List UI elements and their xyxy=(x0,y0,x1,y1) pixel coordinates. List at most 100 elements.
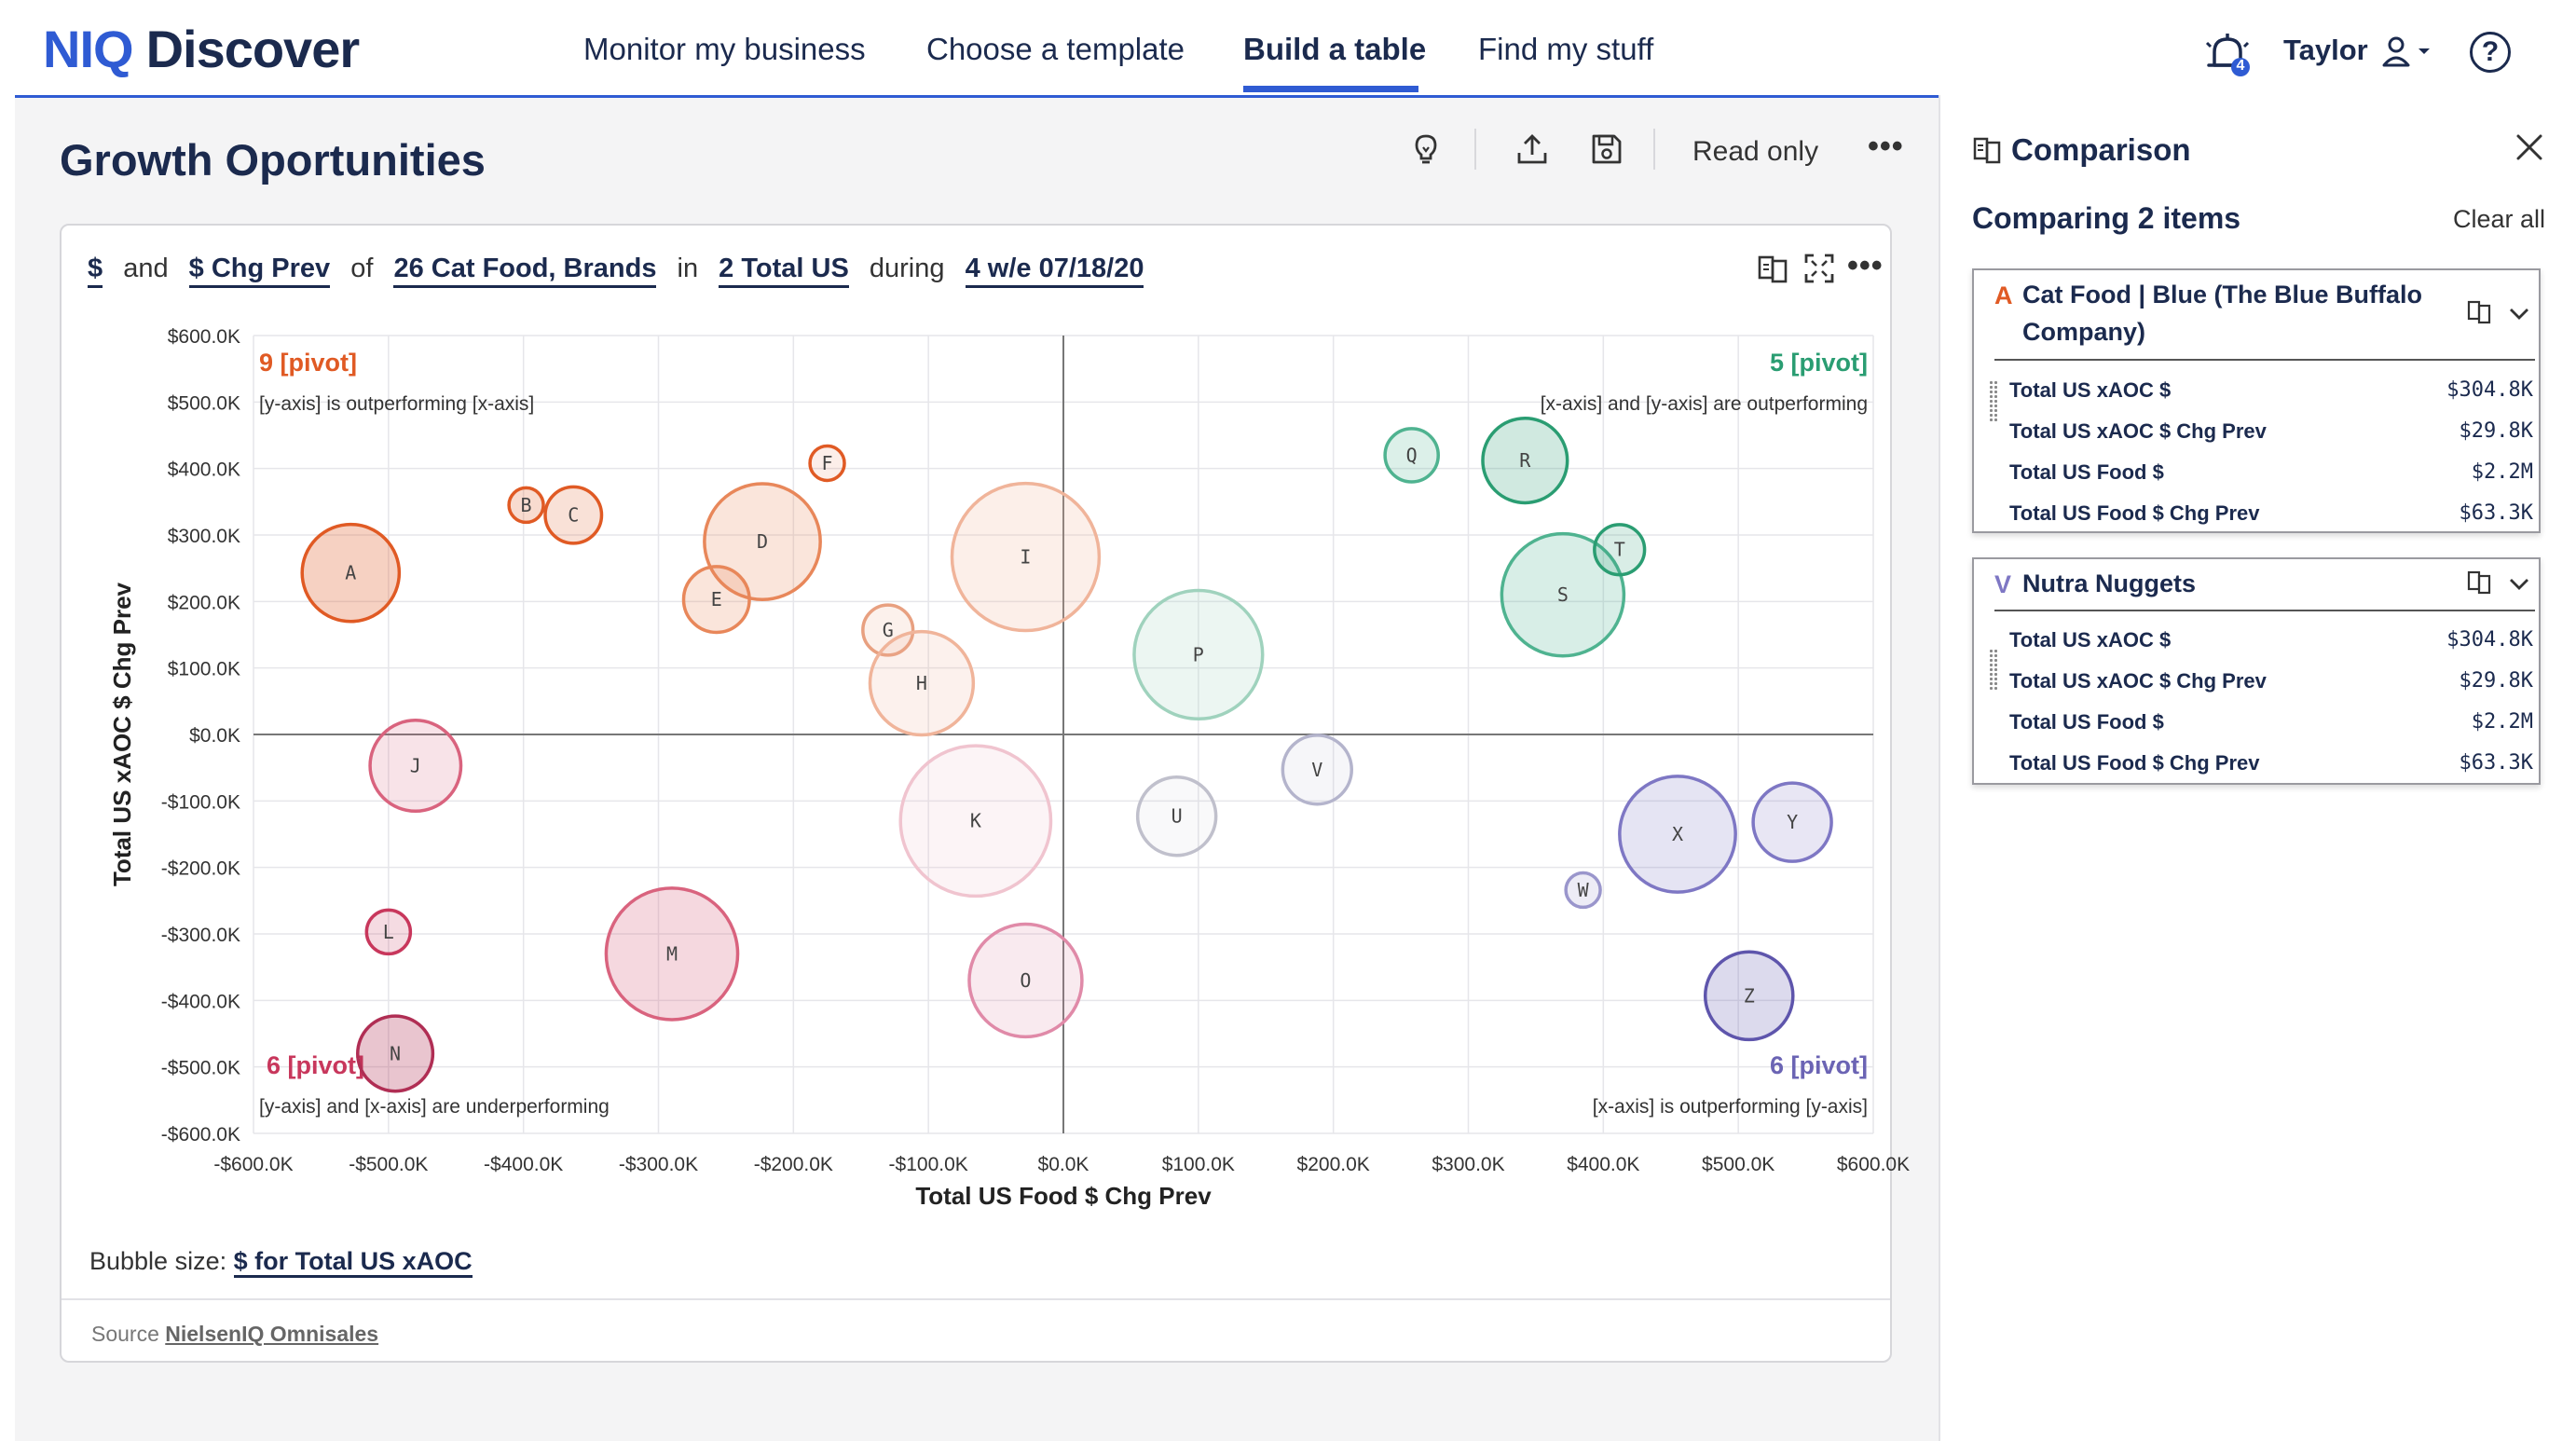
app-logo[interactable]: NIQ Discover xyxy=(43,19,360,79)
metric-value: $304.8K xyxy=(2446,378,2533,402)
nav-find-my-stuff[interactable]: Find my stuff xyxy=(1478,32,1654,66)
bubble-size-legend: Bubble size: $ for Total US xAOC xyxy=(89,1247,473,1278)
bubble-circle[interactable] xyxy=(1135,775,1218,857)
bubble-r[interactable]: R xyxy=(1481,416,1569,505)
help-icon[interactable]: ? xyxy=(2470,32,2511,73)
chevron-down-icon[interactable] xyxy=(2505,570,2533,598)
bubble-circle[interactable] xyxy=(1481,416,1569,505)
bubble-circle[interactable] xyxy=(1593,523,1647,577)
user-menu[interactable]: Taylor xyxy=(2283,34,2456,69)
bubble-b[interactable]: B xyxy=(507,486,545,525)
x-axis-title: Total US Food $ Chg Prev xyxy=(915,1182,1212,1210)
bubble-circle[interactable] xyxy=(950,481,1102,633)
bubble-j[interactable]: J xyxy=(368,719,463,813)
bubble-circle[interactable] xyxy=(356,1014,435,1093)
bubble-p[interactable]: P xyxy=(1132,588,1265,721)
source-link[interactable]: NielsenIQ Omnisales xyxy=(165,1322,379,1346)
bubble-circle[interactable] xyxy=(1281,734,1353,806)
bubble-label: K xyxy=(970,810,981,832)
bubble-circle[interactable] xyxy=(507,486,545,525)
bubble-c[interactable]: C xyxy=(543,485,604,545)
read-only-indicator[interactable]: Read only xyxy=(1692,136,1819,167)
bubble-circle[interactable] xyxy=(1751,781,1833,863)
bubble-circle[interactable] xyxy=(1703,950,1795,1042)
nav-monitor-my-business[interactable]: Monitor my business xyxy=(583,32,866,66)
bubble-n[interactable]: N xyxy=(356,1014,435,1093)
notification-count-badge: 4 xyxy=(2236,58,2245,74)
bubble-a[interactable]: A xyxy=(300,522,402,624)
bubble-t[interactable]: T xyxy=(1593,523,1647,577)
bubble-u[interactable]: U xyxy=(1135,775,1218,857)
bubble-circle[interactable] xyxy=(967,922,1084,1039)
query-period[interactable]: 4 w/e 07/18/20 xyxy=(965,254,1144,288)
x-tick-label: $0.0K xyxy=(1038,1154,1089,1175)
item-letter-badge: A xyxy=(1994,281,2013,309)
bubble-q[interactable]: Q xyxy=(1383,427,1440,484)
query-products[interactable]: 26 Cat Food, Brands xyxy=(393,254,657,288)
compare-icon[interactable] xyxy=(2466,569,2494,597)
bubble-circle[interactable] xyxy=(1132,588,1265,721)
bubble-g[interactable]: G xyxy=(861,603,915,657)
card-divider xyxy=(62,1298,1890,1300)
bubble-w[interactable]: W xyxy=(1564,871,1602,910)
bubble-label: U xyxy=(1172,805,1183,828)
bubble-circle[interactable] xyxy=(861,603,915,657)
bubble-circle[interactable] xyxy=(808,444,846,483)
bubble-v[interactable]: V xyxy=(1281,734,1353,806)
bubble-y[interactable]: Y xyxy=(1751,781,1833,863)
query-market[interactable]: 2 Total US xyxy=(719,254,849,288)
bubble-circle[interactable] xyxy=(898,744,1053,898)
close-icon[interactable] xyxy=(2513,130,2546,164)
clear-all-button[interactable]: Clear all xyxy=(2453,205,2546,233)
bubble-label: G xyxy=(883,619,894,641)
bubble-i[interactable]: I xyxy=(950,481,1102,633)
bubble-circle[interactable] xyxy=(300,522,402,624)
bubble-l[interactable]: L xyxy=(364,908,413,956)
chevron-down-icon[interactable] xyxy=(2505,300,2533,328)
chart-more-options-icon[interactable]: ••• xyxy=(1847,248,1884,283)
bubble-circle[interactable] xyxy=(1564,871,1602,910)
drag-handle-icon[interactable] xyxy=(1989,380,1998,421)
bubble-circle[interactable] xyxy=(604,886,740,1022)
bubble-circle[interactable] xyxy=(868,629,976,737)
bubble-f[interactable]: F xyxy=(808,444,846,483)
bubble-k[interactable]: K xyxy=(898,744,1053,898)
bubble-circle[interactable] xyxy=(543,485,604,545)
source-label: Source xyxy=(91,1322,159,1346)
bubble-size-metric[interactable]: $ for Total US xAOC xyxy=(233,1247,473,1278)
bubble-circle[interactable] xyxy=(1383,427,1440,484)
save-icon[interactable] xyxy=(1588,130,1625,168)
bubble-m[interactable]: M xyxy=(604,886,740,1022)
page-more-options-icon[interactable]: ••• xyxy=(1868,129,1904,164)
drag-handle-icon[interactable] xyxy=(1989,649,1998,690)
query-metric-1[interactable]: $ xyxy=(88,254,103,288)
nav-build-a-table[interactable]: Build a table xyxy=(1243,32,1427,66)
bubble-e[interactable]: E xyxy=(681,565,751,635)
nav-choose-a-template[interactable]: Choose a template xyxy=(926,32,1185,66)
bubble-circle[interactable] xyxy=(1618,775,1737,894)
query-metric-2[interactable]: $ Chg Prev xyxy=(188,254,331,288)
bubble-circle[interactable] xyxy=(1500,531,1626,658)
bubble-h[interactable]: H xyxy=(868,629,976,737)
bubble-circle[interactable] xyxy=(368,719,463,813)
bubble-circle[interactable] xyxy=(681,565,751,635)
comparing-heading: Comparing 2 items xyxy=(1972,201,2241,235)
lightbulb-icon[interactable] xyxy=(1407,130,1445,168)
panel-title: Comparison xyxy=(2011,132,2191,167)
bubble-o[interactable]: O xyxy=(967,922,1084,1039)
fullscreen-icon[interactable] xyxy=(1802,252,1836,285)
bubble-z[interactable]: Z xyxy=(1703,950,1795,1042)
notification-bell-icon[interactable]: 4 xyxy=(2199,26,2255,82)
query-word: in xyxy=(677,254,699,283)
compare-icon[interactable] xyxy=(2466,298,2494,326)
toolbar-divider xyxy=(1653,129,1655,170)
metric-value: $304.8K xyxy=(2446,628,2533,652)
export-icon[interactable] xyxy=(1514,130,1551,168)
x-tick-label: -$100.0K xyxy=(889,1154,968,1175)
compare-icon[interactable] xyxy=(1756,252,1789,285)
y-tick-label: -$400.0K xyxy=(161,991,240,1012)
bubble-s[interactable]: S xyxy=(1500,531,1626,658)
bubble-x[interactable]: X xyxy=(1618,775,1737,894)
bubble-circle[interactable] xyxy=(364,908,413,956)
bubble-label: P xyxy=(1193,643,1204,665)
